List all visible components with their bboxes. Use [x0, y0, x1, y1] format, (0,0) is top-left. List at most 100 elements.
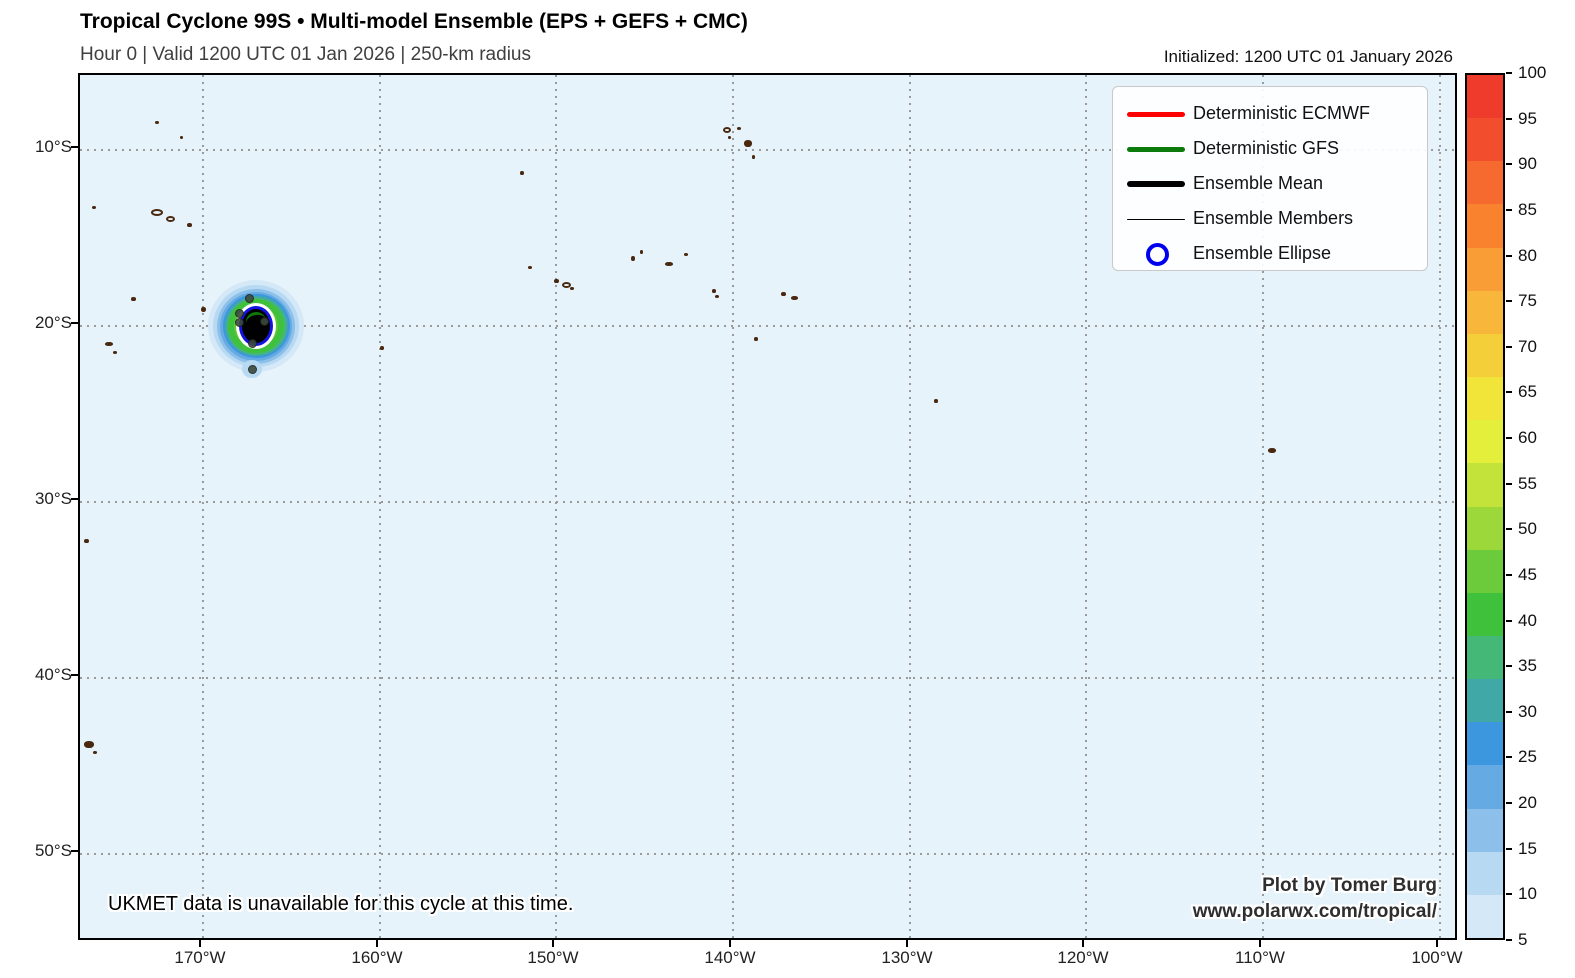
lat-tick: [71, 850, 78, 852]
lon-tick-label: 140°W: [704, 948, 756, 967]
colorbar-tick: [1506, 619, 1512, 622]
colorbar-tick: [1506, 756, 1512, 759]
legend-item: Deterministic ECMWF: [1113, 97, 1427, 132]
lon-tick: [376, 940, 378, 947]
island: [737, 127, 741, 130]
colorbar-tick: [1506, 345, 1512, 348]
colorbar-tick-label: 90: [1518, 154, 1537, 174]
island: [684, 253, 688, 256]
colorbar-band: [1467, 679, 1503, 723]
lon-tick: [1082, 940, 1084, 947]
colorbar-tick: [1506, 208, 1512, 211]
lon-tick-label: 170°W: [174, 948, 226, 967]
island: [1268, 448, 1276, 453]
colorbar-tick: [1506, 528, 1512, 531]
island: [520, 171, 524, 175]
colorbar-tick-label: 20: [1518, 793, 1537, 813]
island: [754, 337, 758, 341]
lon-tick-label: 120°W: [1057, 948, 1109, 967]
colorbar-tick: [1506, 254, 1512, 257]
colorbar-band: [1467, 290, 1503, 335]
ensemble-member-dot: [247, 338, 257, 348]
credit-url: www.polarwx.com/tropical/: [1192, 901, 1437, 922]
gridline-vertical: [1262, 75, 1264, 938]
page-title: Tropical Cyclone 99S • Multi-model Ensem…: [80, 10, 748, 33]
island: [715, 295, 719, 298]
island: [180, 136, 183, 139]
colorbar-tick-label: 35: [1518, 656, 1537, 676]
colorbar-tick-label: 95: [1518, 108, 1537, 128]
gridline-vertical: [202, 75, 204, 938]
legend-line-swatch: [1127, 111, 1185, 117]
colorbar-tick: [1506, 391, 1512, 394]
colorbar-tick-label: 70: [1518, 336, 1537, 356]
colorbar-tick: [1506, 939, 1512, 941]
lon-tick: [906, 940, 908, 947]
island: [155, 121, 159, 124]
island: [791, 296, 798, 300]
lat-tick: [71, 322, 78, 324]
colorbar-tick: [1506, 300, 1512, 303]
lon-tick: [729, 940, 731, 947]
colorbar-band: [1467, 333, 1503, 378]
island: [744, 140, 752, 147]
island: [665, 262, 673, 266]
colorbar-tick-label: 15: [1518, 838, 1537, 858]
colorbar-band: [1467, 420, 1503, 464]
island: [562, 282, 571, 288]
legend-item-label: Ensemble Ellipse: [1193, 243, 1332, 263]
colorbar-band: [1467, 75, 1503, 119]
gridline-horizontal: [80, 149, 1455, 151]
legend-line-swatch: [1127, 181, 1185, 187]
island: [934, 399, 938, 403]
island: [105, 342, 113, 346]
colorbar-tick-label: 60: [1518, 428, 1537, 448]
island: [752, 155, 755, 159]
island: [640, 250, 643, 254]
colorbar-tick-label: 80: [1518, 245, 1537, 265]
island: [712, 289, 716, 293]
legend-ellipse-swatch: [1146, 243, 1169, 266]
legend-item: Deterministic GFS: [1113, 132, 1427, 167]
island: [528, 266, 532, 269]
ensemble-member-dot: [234, 308, 244, 318]
legend-item-label: Deterministic GFS: [1193, 138, 1340, 158]
legend-item: Ensemble Members: [1113, 202, 1427, 237]
colorbar-tick: [1506, 117, 1512, 120]
island: [92, 206, 96, 209]
colorbar-tick-label: 100: [1518, 63, 1547, 82]
colorbar-tick: [1506, 710, 1512, 713]
gridline-vertical: [1085, 75, 1087, 938]
island: [166, 216, 175, 222]
colorbar-tick: [1506, 893, 1512, 896]
lat-tick-label: 40°S: [34, 665, 72, 684]
lat-tick: [71, 146, 78, 148]
colorbar-band: [1467, 506, 1503, 551]
gridline-vertical: [555, 75, 557, 938]
colorbar-tick-label: 55: [1518, 473, 1537, 493]
gridline-vertical: [379, 75, 381, 938]
colorbar-tick: [1506, 437, 1512, 440]
colorbar-tick: [1506, 482, 1512, 485]
page-subtitle: Hour 0 | Valid 1200 UTC 01 Jan 2026 | 25…: [80, 44, 531, 65]
legend-line-swatch: [1127, 146, 1185, 152]
gridline-horizontal: [80, 501, 1455, 503]
ukmet-note: UKMET data is unavailable for this cycle…: [108, 893, 574, 915]
colorbar-band: [1467, 592, 1503, 637]
island: [781, 292, 786, 296]
island: [570, 287, 574, 290]
island: [84, 539, 89, 543]
island: [728, 136, 731, 139]
colorbar-band: [1467, 463, 1503, 507]
legend-item-label: Ensemble Members: [1193, 208, 1354, 228]
colorbar-tick-label: 30: [1518, 701, 1537, 721]
lon-tick: [1436, 940, 1438, 947]
island: [187, 223, 192, 227]
colorbar-tick: [1506, 573, 1512, 576]
island: [380, 346, 384, 350]
gridline-horizontal: [80, 325, 1455, 327]
gridline-vertical: [909, 75, 911, 938]
legend-item-label: Deterministic ECMWF: [1193, 103, 1371, 123]
legend-item: Ensemble Ellipse: [1113, 237, 1427, 272]
